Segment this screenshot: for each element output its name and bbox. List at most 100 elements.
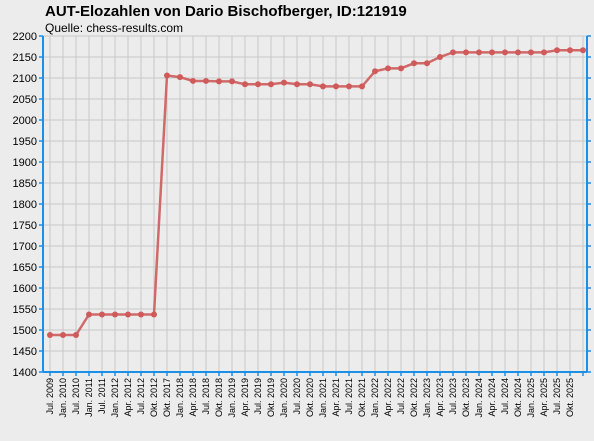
x-tick-label: Jul. 2010 <box>71 378 81 415</box>
x-tick-label: Jul. 2019 <box>253 378 263 415</box>
data-point <box>463 49 469 56</box>
y-tick-label: 1400 <box>13 367 37 379</box>
x-tick-label: Jan. 2019 <box>227 378 237 418</box>
grid-lines <box>43 35 587 373</box>
x-tick-label: Apr. 2022 <box>383 378 393 417</box>
data-point <box>528 49 534 56</box>
y-tick-label: 1900 <box>13 157 37 169</box>
data-point <box>73 332 79 339</box>
data-point <box>112 311 118 318</box>
x-tick-label: Jan. 2023 <box>422 378 432 418</box>
data-point <box>554 47 560 54</box>
data-point <box>125 311 131 318</box>
y-tick-label: 2150 <box>13 52 37 64</box>
data-point <box>138 311 144 318</box>
x-tick-label: Jul. 2018 <box>201 378 211 415</box>
data-point <box>99 311 105 318</box>
x-tick-label: Okt. 2020 <box>305 378 315 417</box>
x-tick-label: Jul. 2012 <box>136 378 146 415</box>
x-tick-label: Apr. 2023 <box>435 378 445 417</box>
x-tick-label: Jan. 2010 <box>58 378 68 418</box>
data-point <box>567 47 573 54</box>
data-point <box>216 78 222 85</box>
y-tick-label: 2000 <box>13 115 37 127</box>
x-tick-label: Apr. 2024 <box>487 378 497 417</box>
data-point <box>320 83 326 90</box>
data-point <box>450 49 456 56</box>
y-tick-label: 1750 <box>13 220 37 232</box>
data-point <box>255 81 261 88</box>
x-tick-label: Jul. 2024 <box>500 378 510 415</box>
data-point <box>86 311 92 318</box>
y-tick-label: 2050 <box>13 94 37 106</box>
y-tick-labels: 1400 1450 1500 1550 1600 1650 1700 1750 1800 1850… <box>13 31 37 379</box>
data-point <box>229 78 235 85</box>
data-point <box>346 83 352 90</box>
data-point <box>60 332 66 339</box>
data-point <box>281 79 287 86</box>
x-tick-label: Jul. 2021 <box>344 378 354 415</box>
data-point <box>541 49 547 56</box>
data-point <box>424 60 430 67</box>
x-tick-label: Jul. 2023 <box>448 378 458 415</box>
data-point <box>307 81 313 88</box>
data-point <box>580 47 586 54</box>
data-point <box>333 83 339 90</box>
data-point <box>489 49 495 56</box>
y-tick-label: 1600 <box>13 283 37 295</box>
x-tick-label: Okt. 2025 <box>565 378 575 417</box>
chart-subtitle: Quelle: chess-results.com <box>45 21 184 35</box>
data-point <box>164 72 170 79</box>
x-tick-label: Apr. 2019 <box>240 378 250 417</box>
axes <box>39 35 591 376</box>
x-tick-label: Jan. 2025 <box>526 378 536 418</box>
x-tick-label: Apr. 2018 <box>188 378 198 417</box>
data-point <box>203 77 209 84</box>
x-tick-label: Okt. 2017 <box>162 378 172 417</box>
x-tick-label: Okt. 2022 <box>409 378 419 417</box>
x-tick-label: Apr. 2025 <box>539 378 549 417</box>
y-tick-label: 2100 <box>13 73 37 85</box>
y-tick-label: 1500 <box>13 325 37 337</box>
x-tick-label: Okt. 2019 <box>266 378 276 417</box>
x-tick-label: Jul. 2022 <box>396 378 406 415</box>
x-tick-label: Apr. 2021 <box>331 378 341 417</box>
data-point <box>177 74 183 81</box>
y-tick-label: 1850 <box>13 178 37 190</box>
data-point <box>476 49 482 56</box>
x-tick-label: Jan. 2021 <box>318 378 328 418</box>
x-tick-label: Apr. 2012 <box>123 378 133 417</box>
data-point <box>385 65 391 72</box>
x-tick-labels: Jul. 2009 Jan. 2010 Jul. 2010 Jan. 2011 Jul.… <box>45 378 575 418</box>
x-tick-label: Jan. 2011 <box>84 378 94 417</box>
data-point <box>372 68 378 75</box>
x-tick-label: Jul. 2020 <box>292 378 302 415</box>
data-point <box>268 81 274 88</box>
data-point <box>411 60 417 67</box>
x-tick-label: Okt. 2018 <box>214 378 224 417</box>
data-point <box>294 81 300 88</box>
data-point <box>151 311 157 318</box>
x-tick-label: Okt. 2012 <box>149 378 159 417</box>
y-tick-label: 2200 <box>13 31 37 43</box>
x-tick-label: Jul. 2011 <box>97 378 107 414</box>
y-tick-label: 1550 <box>13 304 37 316</box>
data-point <box>359 83 365 90</box>
x-tick-label: Okt. 2023 <box>461 378 471 417</box>
y-tick-label: 1650 <box>13 262 37 274</box>
data-point <box>515 49 521 56</box>
data-point <box>502 49 508 56</box>
x-tick-label: Jan. 2020 <box>279 378 289 418</box>
y-tick-label: 1700 <box>13 241 37 253</box>
data-point <box>398 65 404 72</box>
y-tick-label: 1950 <box>13 136 37 148</box>
data-point <box>242 81 248 88</box>
x-tick-label: Jan. 2012 <box>110 378 120 418</box>
chart-title: AUT-Elozahlen von Dario Bischofberger, I… <box>45 3 407 20</box>
y-tick-label: 1800 <box>13 199 37 211</box>
x-tick-label: Jan. 2024 <box>474 378 484 418</box>
x-tick-label: Okt. 2024 <box>513 378 523 417</box>
data-points <box>47 47 586 339</box>
x-tick-label: Jan. 2022 <box>370 378 380 418</box>
